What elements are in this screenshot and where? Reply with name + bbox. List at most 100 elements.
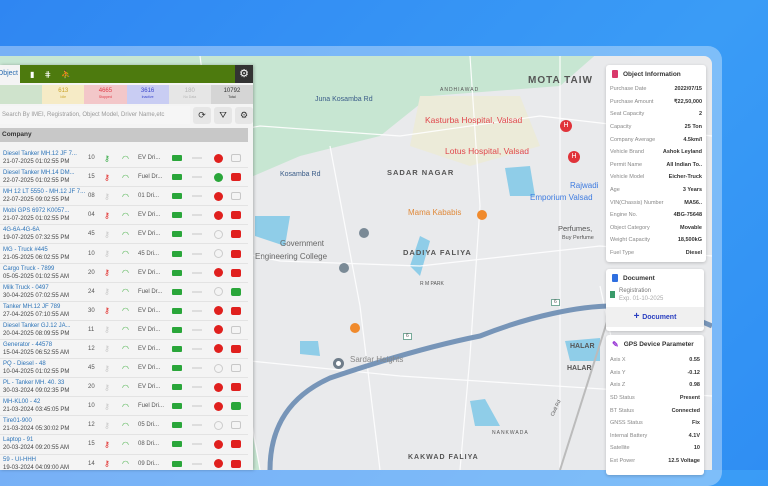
object-name[interactable]: PQ - Diesel - 48 xyxy=(3,361,46,368)
video-icon[interactable] xyxy=(172,193,182,200)
tab-object[interactable]: Object xyxy=(0,65,20,83)
hospital-pin-icon[interactable]: H xyxy=(560,120,572,132)
status-icon[interactable] xyxy=(214,210,223,220)
camera-icon[interactable] xyxy=(231,230,241,239)
object-name[interactable]: PL - Tanker MH. 40. 33 xyxy=(3,380,65,387)
school-pin-icon[interactable] xyxy=(359,228,369,238)
object-name[interactable]: Tanker MH.12 JF 789 xyxy=(3,303,61,310)
video-icon[interactable] xyxy=(172,231,182,238)
camera-icon[interactable] xyxy=(231,459,241,468)
video-icon[interactable] xyxy=(172,403,182,410)
table-row[interactable]: Mobi GPS 6972 K0057... 21-07-2025 01:02:5… xyxy=(0,206,248,226)
status-filter[interactable]: 613 Idle xyxy=(42,85,85,104)
table-row[interactable]: 4G-6A-4G-6A 19-07-2025 07:32:55 PM 45 ⚷ ◠… xyxy=(0,225,248,245)
video-icon[interactable] xyxy=(172,422,182,429)
search-input[interactable]: Search By IMEI, Registration, Object Mod… xyxy=(0,106,190,124)
video-icon[interactable] xyxy=(172,269,182,276)
video-icon[interactable] xyxy=(172,365,182,372)
video-icon[interactable] xyxy=(172,384,182,391)
column-header-company[interactable]: Company xyxy=(0,128,248,142)
status-icon[interactable] xyxy=(214,153,223,163)
refresh-icon[interactable]: ⟳ xyxy=(193,106,211,124)
status-icon[interactable] xyxy=(214,229,223,239)
object-name[interactable]: Laptop - 91 xyxy=(3,437,34,444)
status-icon[interactable] xyxy=(214,249,223,259)
school-pin-icon[interactable] xyxy=(339,263,349,273)
object-name[interactable]: 59 - UI-HHH xyxy=(3,456,37,463)
object-name[interactable]: Diesel Tanker GJ.12 JA... xyxy=(3,322,71,329)
table-row[interactable]: MH 12 LT 5550 - MH.12 JF 7... 22-07-2025 … xyxy=(0,187,248,207)
cafe-pin-icon[interactable] xyxy=(350,323,360,333)
object-name[interactable]: Tire01-900 xyxy=(3,418,32,425)
person-icon[interactable]: ⛹ xyxy=(61,69,72,79)
table-row[interactable]: Diesel Tanker MH.12 JF 7... 21-07-2025 01… xyxy=(0,149,248,169)
camera-icon[interactable] xyxy=(231,440,241,449)
camera-icon[interactable] xyxy=(231,268,241,277)
status-filter[interactable]: 4665 Stopped xyxy=(84,85,127,104)
status-icon[interactable] xyxy=(214,268,223,278)
camera-icon[interactable] xyxy=(231,383,241,392)
status-icon[interactable] xyxy=(214,439,223,449)
object-name[interactable]: Diesel Tanker MH.12 JF 7... xyxy=(3,151,77,158)
table-row[interactable]: Tanker MH.12 JF 789 27-04-2025 07:10:55 A… xyxy=(0,302,248,321)
status-icon[interactable] xyxy=(214,325,223,335)
object-name[interactable]: MG - Truck #445 xyxy=(3,246,48,253)
object-name[interactable]: Generator - 44578 xyxy=(3,341,53,348)
camera-icon[interactable] xyxy=(231,364,241,373)
table-row[interactable]: Tire01-900 21-03-2024 05:30:02 PM 12 ⚷ ◠ … xyxy=(0,416,248,436)
table-row[interactable]: MG - Truck #445 21-05-2025 06:02:55 PM 10… xyxy=(0,244,248,264)
camera-icon[interactable] xyxy=(231,306,241,315)
object-name[interactable]: MH-KL00 - 42 xyxy=(3,399,41,406)
status-icon[interactable] xyxy=(214,344,223,354)
object-name[interactable]: Milk Truck - 0497 xyxy=(3,284,49,291)
video-icon[interactable] xyxy=(172,155,182,162)
camera-icon[interactable] xyxy=(231,402,241,411)
table-row[interactable]: Diesel Tanker GJ.12 JA... 20-04-2025 08:0… xyxy=(0,321,248,340)
camera-icon[interactable] xyxy=(231,344,241,353)
battery-icon[interactable]: ▮ xyxy=(30,69,35,79)
video-icon[interactable] xyxy=(172,288,182,295)
status-icon[interactable] xyxy=(214,459,223,469)
table-row[interactable]: 59 - UI-HHH 19-03-2024 04:09:00 AM 14 ⚷ ◠… xyxy=(0,455,248,470)
table-row[interactable]: Generator - 44578 15-04-2025 06:52:55 AM … xyxy=(0,340,248,360)
table-row[interactable]: Cargo Truck - 7899 05-05-2025 01:02:55 AM… xyxy=(0,264,248,283)
object-name[interactable]: Cargo Truck - 7899 xyxy=(3,265,55,272)
status-icon[interactable] xyxy=(214,306,223,316)
status-icon[interactable] xyxy=(214,287,223,297)
object-name[interactable]: 4G-6A-4G-6A xyxy=(3,227,40,234)
settings-icon[interactable]: ⚙ xyxy=(235,106,253,124)
camera-icon[interactable] xyxy=(231,192,241,201)
camera-icon[interactable] xyxy=(231,173,241,182)
document-name[interactable]: Registration xyxy=(619,288,652,294)
object-name[interactable]: Diesel Tanker MH.14 DM... xyxy=(3,170,75,177)
table-row[interactable]: PL - Tanker MH. 40. 33 30-03-2024 09:02:3… xyxy=(0,378,248,398)
camera-icon[interactable] xyxy=(231,211,241,220)
hospital-pin-icon[interactable]: H xyxy=(568,151,580,163)
video-icon[interactable] xyxy=(172,174,182,181)
camera-icon[interactable] xyxy=(231,154,241,163)
table-row[interactable]: MH-KL00 - 42 21-03-2024 03:45:05 PM 10 ⚷ … xyxy=(0,397,248,417)
gear-icon[interactable]: ⚙ xyxy=(235,65,253,83)
table-row[interactable]: PQ - Diesel - 48 10-04-2025 01:02:55 PM 4… xyxy=(0,359,248,379)
filter-icon[interactable]: ⛛ xyxy=(214,106,232,124)
status-icon[interactable] xyxy=(214,172,223,182)
video-icon[interactable] xyxy=(172,250,182,257)
video-icon[interactable] xyxy=(172,307,182,314)
add-document-button[interactable]: + Document xyxy=(606,307,704,327)
status-icon[interactable] xyxy=(214,420,223,430)
object-name[interactable]: Mobi GPS 6972 K0057... xyxy=(3,208,70,215)
location-pin-icon[interactable] xyxy=(333,358,344,369)
restaurant-pin-icon[interactable] xyxy=(477,210,487,220)
object-name[interactable]: MH 12 LT 5550 - MH.12 JF 7... xyxy=(3,189,86,196)
camera-icon[interactable] xyxy=(231,249,241,258)
camera-icon[interactable] xyxy=(231,287,241,296)
video-icon[interactable] xyxy=(172,212,182,219)
status-icon[interactable] xyxy=(214,382,223,392)
table-row[interactable]: Laptop - 91 20-03-2024 09:20:55 AM 15 ⚷ ◠… xyxy=(0,435,248,455)
status-icon[interactable] xyxy=(214,401,223,411)
table-row[interactable]: Diesel Tanker MH.14 DM... 22-07-2025 01:0… xyxy=(0,168,248,188)
status-filter[interactable]: 10792 Total xyxy=(210,85,253,104)
status-filter[interactable] xyxy=(0,85,43,104)
video-icon[interactable] xyxy=(172,345,182,352)
video-icon[interactable] xyxy=(172,460,182,467)
